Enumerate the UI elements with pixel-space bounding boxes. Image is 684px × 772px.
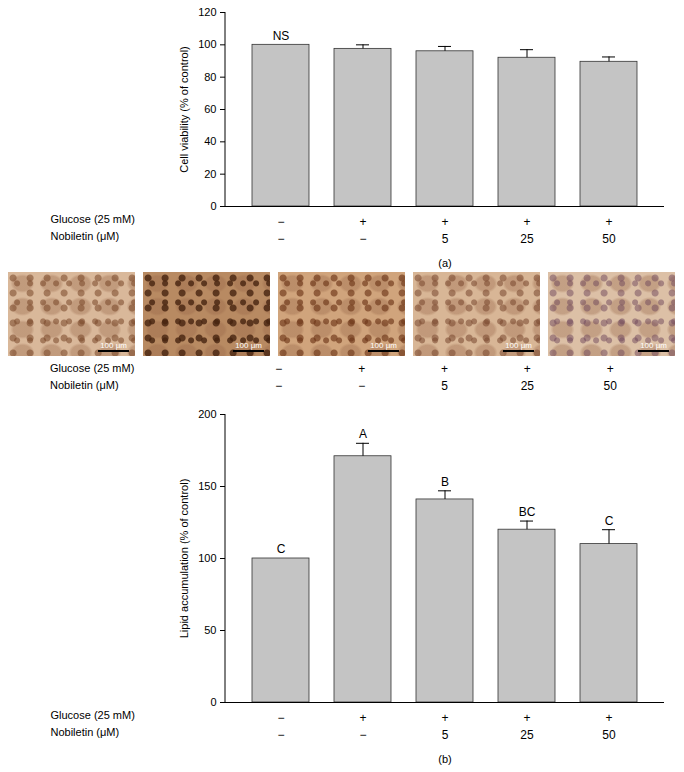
svg-text:100: 100 bbox=[198, 552, 216, 564]
svg-text:25: 25 bbox=[520, 232, 534, 246]
svg-text:20: 20 bbox=[204, 168, 216, 180]
html-text:100 μm: 100 μm bbox=[100, 341, 127, 350]
svg-text:−: − bbox=[277, 215, 284, 229]
svg-text:A: A bbox=[359, 427, 367, 441]
svg-text:Nobiletin (μM): Nobiletin (μM) bbox=[51, 726, 120, 738]
svg-text:+: + bbox=[523, 215, 530, 229]
svg-text:Glucose (25 mM): Glucose (25 mM) bbox=[51, 213, 135, 225]
svg-text:Lipid accumulation (% of contr: Lipid accumulation (% of control) bbox=[178, 479, 190, 639]
svg-text:50: 50 bbox=[602, 232, 616, 246]
svg-text:25: 25 bbox=[520, 728, 534, 742]
svg-text:−: − bbox=[277, 728, 284, 742]
svg-text:Nobiletin (μM): Nobiletin (μM) bbox=[51, 230, 120, 242]
svg-text:C: C bbox=[277, 542, 286, 556]
svg-text:5: 5 bbox=[442, 728, 449, 742]
svg-text:+: + bbox=[605, 711, 612, 725]
html-text:25: 25 bbox=[520, 379, 534, 393]
svg-text:(a): (a) bbox=[438, 257, 451, 269]
svg-text:5: 5 bbox=[442, 232, 449, 246]
svg-text:B: B bbox=[441, 475, 449, 489]
html-text:100 μm: 100 μm bbox=[640, 341, 667, 350]
svg-text:80: 80 bbox=[204, 71, 216, 83]
svg-text:60: 60 bbox=[204, 103, 216, 115]
svg-text:−: − bbox=[277, 711, 284, 725]
svg-text:0: 0 bbox=[210, 200, 216, 212]
svg-text:NS: NS bbox=[273, 29, 290, 43]
svg-text:(b): (b) bbox=[438, 753, 451, 765]
html-text:Glucose (25 mM): Glucose (25 mM) bbox=[50, 362, 135, 374]
svg-text:40: 40 bbox=[204, 135, 216, 147]
svg-text:+: + bbox=[441, 711, 448, 725]
svg-text:150: 150 bbox=[198, 480, 216, 492]
svg-text:−: − bbox=[277, 232, 284, 246]
svg-text:200: 200 bbox=[198, 408, 216, 420]
svg-text:BC: BC bbox=[519, 505, 536, 519]
svg-text:+: + bbox=[523, 711, 530, 725]
svg-text:+: + bbox=[359, 215, 366, 229]
html-text:5: 5 bbox=[441, 379, 448, 393]
svg-text:Cell viability (% of control): Cell viability (% of control) bbox=[178, 46, 190, 173]
svg-text:−: − bbox=[359, 728, 366, 742]
svg-text:−: − bbox=[359, 232, 366, 246]
html-text:100 μm: 100 μm bbox=[370, 341, 397, 350]
svg-text:0: 0 bbox=[210, 696, 216, 708]
svg-text:120: 120 bbox=[198, 6, 216, 18]
html-text:50: 50 bbox=[603, 379, 617, 393]
svg-text:50: 50 bbox=[602, 728, 616, 742]
html-text:100 μm: 100 μm bbox=[505, 341, 532, 350]
svg-text:Glucose (25 mM): Glucose (25 mM) bbox=[51, 709, 135, 721]
html-text:100 μm: 100 μm bbox=[235, 341, 262, 350]
svg-text:100: 100 bbox=[198, 38, 216, 50]
html-text:Nobiletin (μM): Nobiletin (μM) bbox=[50, 379, 119, 391]
svg-text:C: C bbox=[605, 514, 614, 528]
svg-text:+: + bbox=[359, 711, 366, 725]
svg-text:+: + bbox=[605, 215, 612, 229]
svg-text:50: 50 bbox=[204, 624, 216, 636]
svg-text:+: + bbox=[441, 215, 448, 229]
